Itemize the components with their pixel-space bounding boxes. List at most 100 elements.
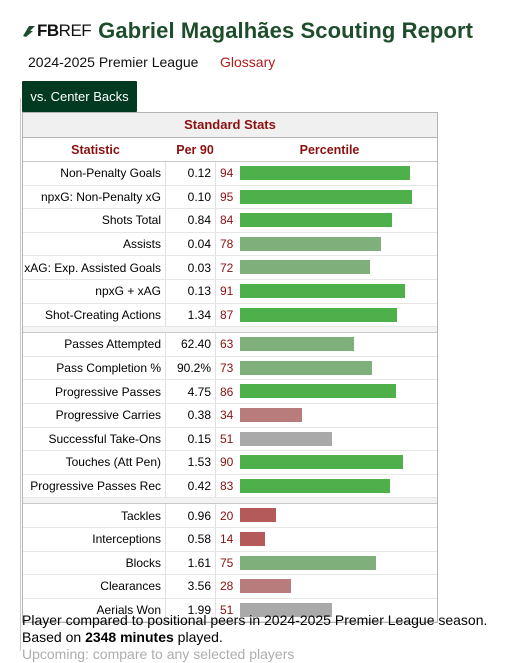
percentile-bar-track [240, 575, 437, 598]
percentile-value: 14 [220, 532, 234, 547]
stat-label: npxG + xAG [23, 279, 166, 303]
table-row: Non-Penalty Goals 0.12 94 [23, 162, 437, 186]
table-row: Progressive Carries 0.38 34 [23, 403, 437, 428]
percentile-bar-track [240, 162, 437, 185]
per90-value: 0.15 [166, 427, 216, 451]
table-body: Non-Penalty Goals 0.12 94 npxG: Non-Penalty… [23, 162, 437, 623]
stat-label: Successful Take-Ons [23, 427, 166, 451]
percentile-value: 28 [220, 579, 234, 594]
table-row: xAG: Exp. Assisted Goals 0.03 72 [23, 256, 437, 280]
percentile-bar-track [240, 280, 437, 303]
table-header-row: Statistic Per 90 Percentile [23, 138, 437, 162]
percentile-bar [240, 236, 382, 251]
percentile-bar [240, 384, 396, 399]
percentile-bar-track [240, 209, 437, 232]
footnote-suffix: played. [173, 629, 223, 645]
column-header-per90[interactable]: Per 90 [176, 142, 214, 157]
percentile-value: 73 [220, 361, 234, 376]
table-row: Assists 0.04 78 [23, 232, 437, 257]
stat-label: xAG: Exp. Assisted Goals [23, 256, 166, 279]
table-caption: Standard Stats [23, 113, 437, 138]
per90-value: 0.96 [166, 504, 216, 527]
table-row: Tackles 0.96 20 [23, 504, 437, 528]
footnote-line-2: Based on 2348 minutes played. [22, 629, 532, 646]
percentile-bar-track [240, 528, 437, 551]
percentile-bar-track [240, 428, 437, 451]
percentile-bar [240, 337, 355, 352]
percentile-bar-track [240, 304, 437, 327]
percentile-bar-track [240, 333, 437, 356]
stat-label: Aerials Won [23, 598, 166, 622]
percentile-bar [240, 189, 412, 204]
group-separator [23, 498, 437, 505]
stat-label: Touches (Att Pen) [23, 451, 166, 474]
table-row: Successful Take-Ons 0.15 51 [23, 427, 437, 452]
stat-label: Pass Completion % [23, 356, 166, 380]
per90-value: 0.84 [166, 209, 216, 232]
percentile-value: 91 [220, 284, 234, 299]
page-header: FB REF Gabriel Magalhães Scouting Report [22, 16, 473, 46]
percentile-bar [240, 283, 405, 298]
per90-value: 0.58 [166, 527, 216, 551]
percentile-value: 78 [220, 237, 234, 252]
percentile-bar [240, 478, 391, 493]
footnote-line-3: Upcoming: compare to any selected player… [22, 646, 295, 662]
percentile-value: 72 [220, 260, 234, 275]
per90-value: 62.40 [166, 333, 216, 356]
table-row: Aerials Won 1.99 51 [23, 598, 437, 623]
per90-value: 1.53 [166, 451, 216, 474]
percentile-bar-track [240, 357, 437, 380]
percentile-bar [240, 455, 403, 470]
tab-vs-center-backs[interactable]: vs. Center Backs [22, 81, 137, 112]
percentile-bar-track [240, 256, 437, 279]
logo-ref-text: REF [58, 21, 92, 40]
fbref-logo[interactable]: FB REF [22, 21, 92, 41]
percentile-value: 84 [220, 213, 234, 228]
table-row: Pass Completion % 90.2% 73 [23, 356, 437, 381]
stat-label: Clearances [23, 575, 166, 598]
percentile-bar-track [240, 380, 437, 403]
percentile-value: 83 [220, 479, 234, 494]
percentile-value: 90 [220, 455, 234, 470]
fbref-leaf-icon [23, 26, 35, 37]
stat-label: Shots Total [23, 209, 166, 232]
per90-value: 0.10 [166, 185, 216, 209]
per90-value: 1.34 [166, 303, 216, 327]
glossary-link[interactable]: Glossary [220, 54, 276, 70]
per90-value: 1.99 [166, 598, 216, 622]
footnote: Player compared to positional peers in 2… [22, 612, 532, 663]
table-row: Blocks 1.61 75 [23, 551, 437, 576]
footnote-line-1: Player compared to positional peers in 2… [22, 612, 488, 628]
per90-value: 0.12 [166, 162, 216, 185]
percentile-value: 63 [220, 337, 234, 352]
subheader: 2024-2025 Premier League Glossary [28, 54, 275, 70]
percentile-value: 94 [220, 166, 234, 181]
percentile-bar [240, 555, 376, 570]
minutes-played: 2348 minutes [85, 629, 174, 645]
table-row: Interceptions 0.58 14 [23, 527, 437, 552]
stat-label: Passes Attempted [23, 333, 166, 356]
table-row: Passes Attempted 62.40 63 [23, 333, 437, 357]
percentile-bar [240, 579, 291, 594]
percentile-value: 87 [220, 307, 234, 322]
stat-label: Shot-Creating Actions [23, 303, 166, 327]
percentile-bar [240, 508, 277, 523]
per90-value: 0.42 [166, 474, 216, 498]
per90-value: 90.2% [166, 356, 216, 380]
table-row: npxG + xAG 0.13 91 [23, 279, 437, 304]
group-separator [23, 327, 437, 334]
season-label: 2024-2025 Premier League [28, 54, 199, 70]
percentile-bar-track [240, 599, 437, 622]
per90-value: 0.04 [166, 232, 216, 256]
percentile-value: 20 [220, 508, 234, 523]
column-header-statistic[interactable]: Statistic [71, 142, 120, 157]
percentile-bar [240, 213, 393, 228]
percentile-bar [240, 307, 398, 322]
percentile-bar [240, 166, 411, 180]
percentile-bar-track [240, 451, 437, 474]
column-header-percentile[interactable]: Percentile [299, 142, 360, 157]
percentile-bar [240, 360, 373, 375]
table-row: npxG: Non-Penalty xG 0.10 95 [23, 185, 437, 210]
stat-label: Assists [23, 232, 166, 256]
stat-label: Progressive Passes Rec [23, 474, 166, 498]
